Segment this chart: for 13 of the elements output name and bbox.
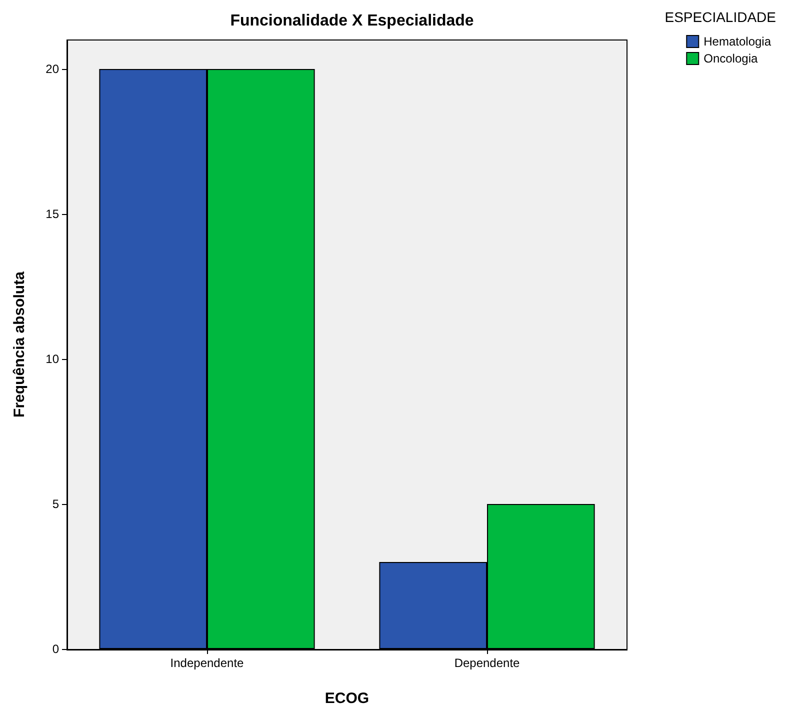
x-tick-label: Dependente <box>454 656 520 670</box>
y-tick-label: 15 <box>46 207 60 221</box>
chart-title: Funcionalidade X Especialidade <box>230 12 474 30</box>
legend-label: Hematologia <box>704 34 772 48</box>
y-tick-label: 20 <box>46 62 60 76</box>
x-tick-label: Independente <box>170 656 244 670</box>
y-tick-label: 5 <box>52 497 60 511</box>
y-tick-label: 10 <box>46 352 60 366</box>
y-axis-title: Frequência absoluta <box>11 270 28 418</box>
legend-label: Oncologia <box>704 52 758 66</box>
legend-title: ESPECIALIDADE <box>664 9 776 25</box>
x-axis-title: ECOG <box>324 690 370 707</box>
y-tick-label: 0 <box>52 642 60 656</box>
